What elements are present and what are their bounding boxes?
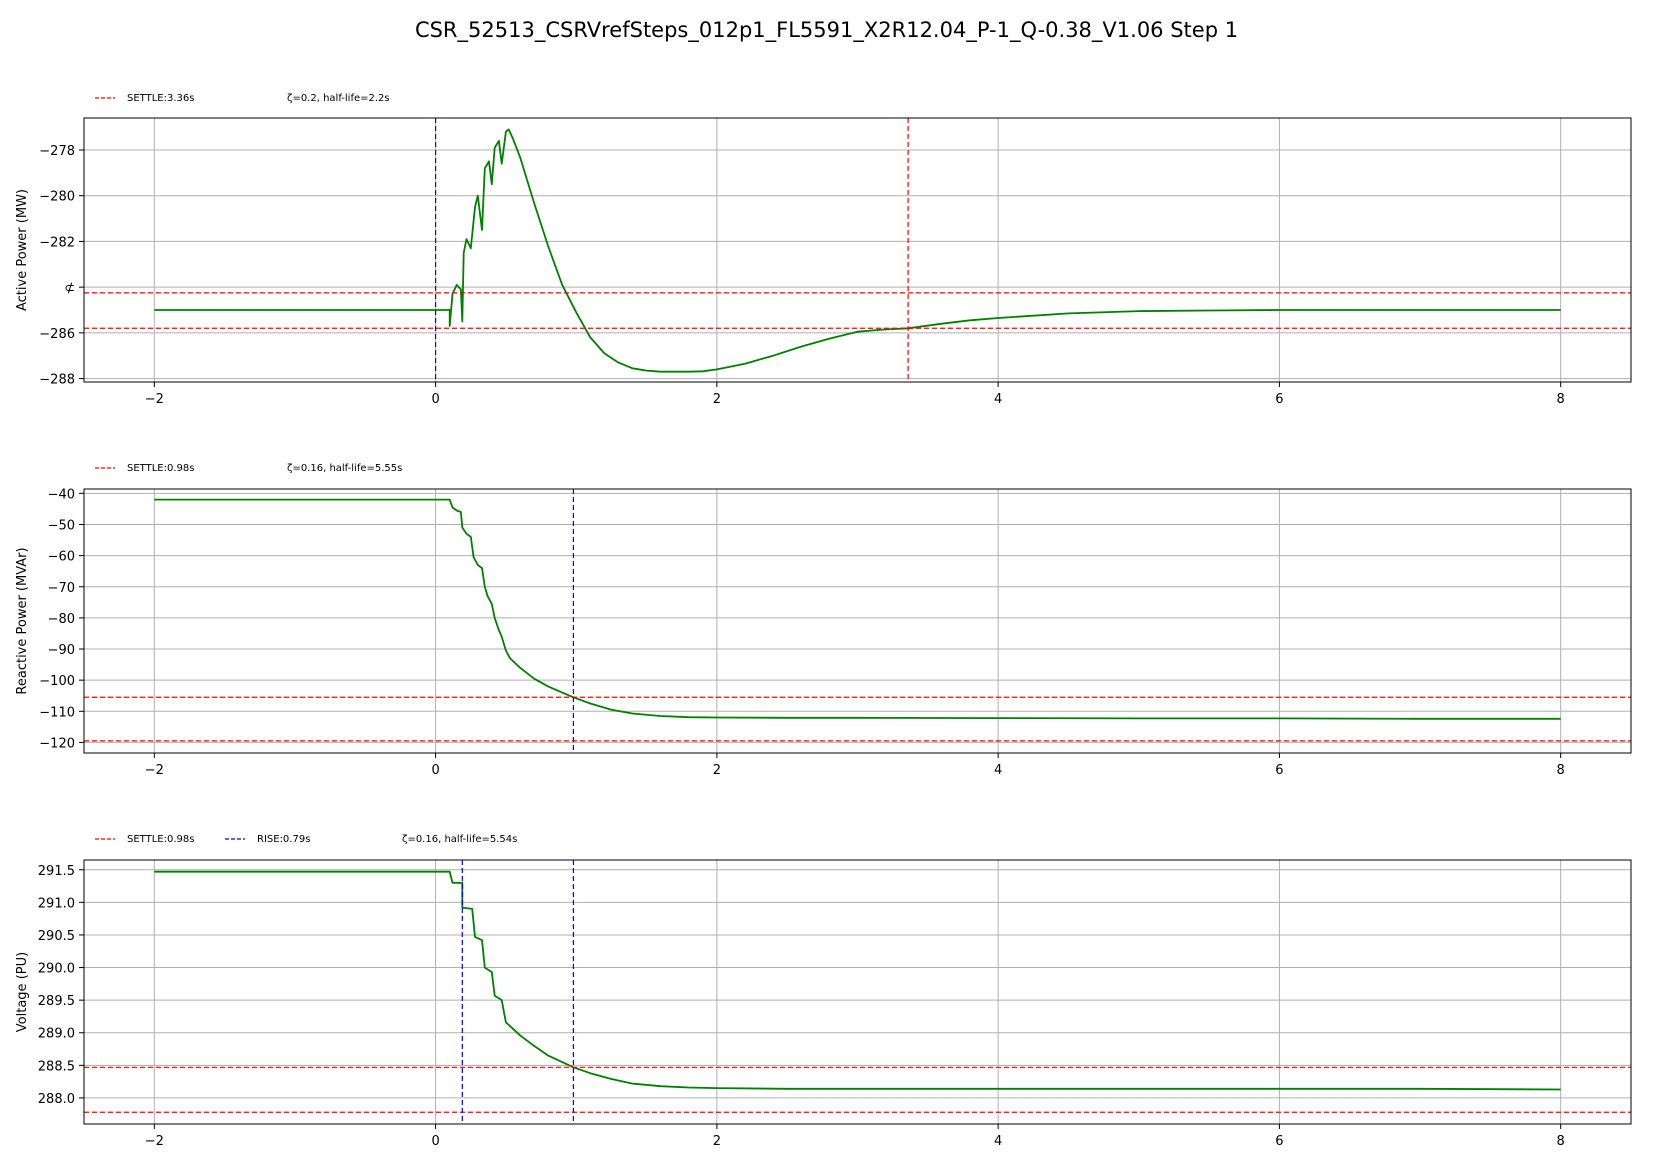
y-tick-label: −70 (48, 581, 75, 596)
y-axis-label: Voltage (PU) (15, 952, 30, 1032)
y-tick-label: 288.5 (38, 1059, 75, 1074)
x-tick-label: 2 (713, 392, 721, 407)
y-tick-label: −110 (39, 705, 75, 720)
y-tick-label: −278 (39, 144, 75, 159)
y-tick-label: −40 (48, 487, 75, 502)
x-tick-label: 6 (1275, 1134, 1283, 1149)
plot-frame (83, 488, 1632, 754)
legend-label: SETTLE:0.98s (127, 834, 194, 845)
legend-label: ζ=0.16, half-life=5.54s (402, 834, 517, 845)
y-tick-label: ⊄ (64, 281, 75, 296)
y-tick-label: 288.0 (38, 1092, 75, 1107)
y-tick-label: −282 (39, 235, 75, 250)
x-tick-label: 2 (713, 763, 721, 778)
y-tick-label: 291.0 (38, 896, 75, 911)
x-tick-label: 4 (994, 1134, 1002, 1149)
x-tick-label: 8 (1557, 763, 1565, 778)
figure-title: CSR_52513_CSRVrefSteps_012p1_FL5591_X2R1… (414, 18, 1239, 42)
y-tick-label: −120 (39, 736, 75, 751)
y-tick-label: −280 (39, 190, 75, 205)
x-tick-label: 6 (1275, 392, 1283, 407)
legend-label: SETTLE:3.36s (127, 93, 194, 104)
y-tick-label: −286 (39, 327, 75, 342)
x-tick-label: 0 (431, 392, 439, 407)
x-tick-label: 4 (994, 392, 1002, 407)
x-tick-label: −2 (145, 763, 164, 778)
y-tick-label: −90 (48, 643, 75, 658)
x-tick-label: 0 (431, 1134, 439, 1149)
legend-label: SETTLE:0.98s (127, 463, 194, 474)
y-axis-label: Reactive Power (MVAr) (15, 547, 30, 694)
x-tick-label: 4 (994, 763, 1002, 778)
y-axis-label: Active Power (MW) (15, 189, 30, 311)
active-power-panel: −2 0 2 4 6 8 −278 −280 −282 ⊄ −286 −288 Active Power… (15, 93, 1632, 407)
x-tick-label: 6 (1275, 763, 1283, 778)
y-tick-label: −60 (48, 550, 75, 565)
legend-label: RISE:0.79s (257, 834, 310, 845)
x-tick-label: −2 (145, 392, 164, 407)
series-line (154, 870, 1561, 1091)
x-tick-label: −2 (145, 1134, 164, 1149)
legend-label: ζ=0.2, half-life=2.2s (287, 93, 390, 104)
y-tick-label: −80 (48, 612, 75, 627)
y-tick-label: 290.5 (38, 929, 75, 944)
plot-frame (83, 117, 1632, 383)
y-tick-label: −50 (48, 518, 75, 533)
y-tick-label: −100 (39, 674, 75, 689)
y-tick-label: 289.0 (38, 1027, 75, 1042)
y-tick-label: 290.0 (38, 962, 75, 977)
series-line (154, 128, 1561, 373)
reactive-power-panel: −2 0 2 4 6 8 −40 −50 −60 −70 −80 −90 −100 −110 −120 Rea… (15, 463, 1632, 778)
series-line (154, 498, 1561, 720)
x-tick-label: 0 (431, 763, 439, 778)
voltage-panel: −2 0 2 4 6 8 291.5 291.0 290.5 290.0 289.5 289.0 288… (15, 834, 1632, 1149)
legend-label: ζ=0.16, half-life=5.55s (287, 463, 402, 474)
x-tick-label: 8 (1557, 392, 1565, 407)
x-tick-label: 2 (713, 1134, 721, 1149)
y-tick-label: 289.5 (38, 994, 75, 1009)
y-tick-label: 291.5 (38, 864, 75, 879)
plot-frame (83, 859, 1632, 1125)
y-tick-label: −288 (39, 373, 75, 388)
x-tick-label: 8 (1557, 1134, 1565, 1149)
